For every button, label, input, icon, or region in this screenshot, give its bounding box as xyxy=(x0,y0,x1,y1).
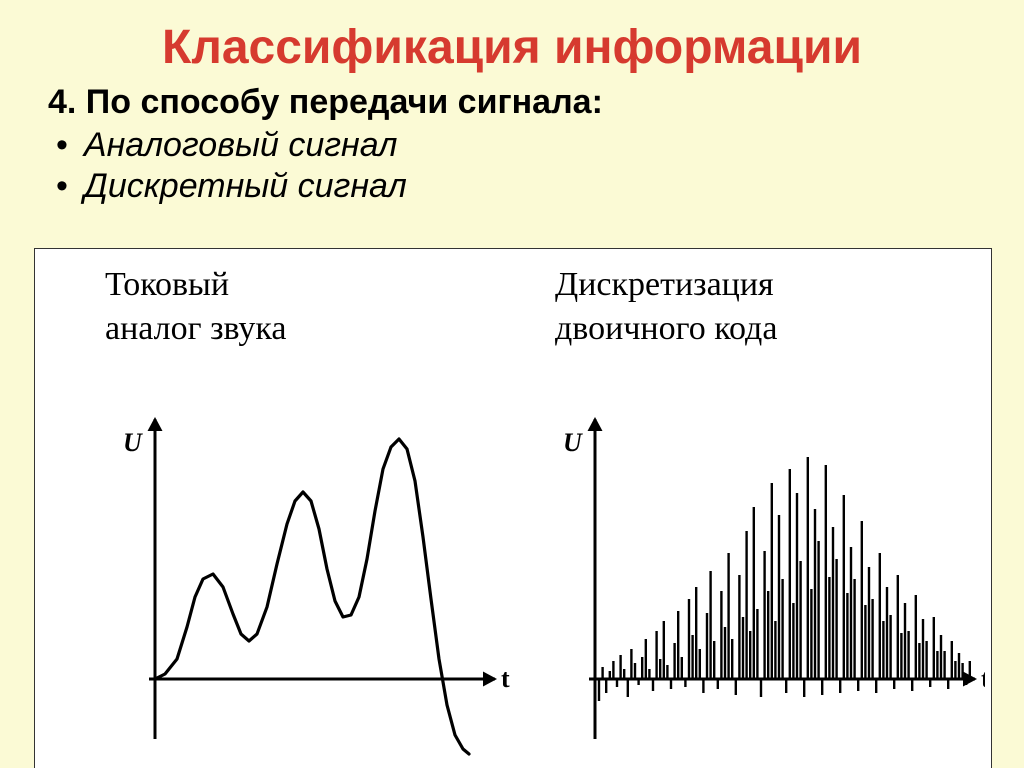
right-chart-label: Дискретизациядвоичного кода xyxy=(555,263,777,350)
analog-waveform xyxy=(155,439,469,754)
figure-area: Токовыйаналог звука Дискретизациядвоично… xyxy=(34,248,992,768)
chart-label-line: Токовый xyxy=(105,263,287,307)
slide-subtitle: 4. По способу передачи сигнала: xyxy=(48,83,976,122)
bullet-marker: • xyxy=(56,167,68,206)
bullet-text: Аналоговый сигнал xyxy=(84,126,398,164)
bullet-list: • Аналоговый сигнал • Дискретный сигнал xyxy=(56,126,976,206)
chart-label-line: Дискретизация xyxy=(555,263,777,307)
chart-label-line: аналог звука xyxy=(105,307,287,351)
discrete-signal-chart: Ut xyxy=(545,409,985,759)
bullet-item: • Аналоговый сигнал xyxy=(56,126,976,165)
bullet-marker: • xyxy=(56,126,68,165)
slide-title: Классификация информации xyxy=(48,20,976,75)
left-chart-label: Токовыйаналог звука xyxy=(105,263,287,350)
x-axis-label: t xyxy=(981,664,985,693)
bullet-text: Дискретный сигнал xyxy=(84,167,407,205)
x-axis-label: t xyxy=(501,664,510,693)
chart-label-line: двоичного кода xyxy=(555,307,777,351)
bullet-item: • Дискретный сигнал xyxy=(56,167,976,206)
y-axis-label: U xyxy=(123,428,143,457)
slide-root: Классификация информации 4. По способу п… xyxy=(0,0,1024,768)
y-axis-label: U xyxy=(563,428,583,457)
analog-signal-chart: Ut xyxy=(95,409,515,759)
